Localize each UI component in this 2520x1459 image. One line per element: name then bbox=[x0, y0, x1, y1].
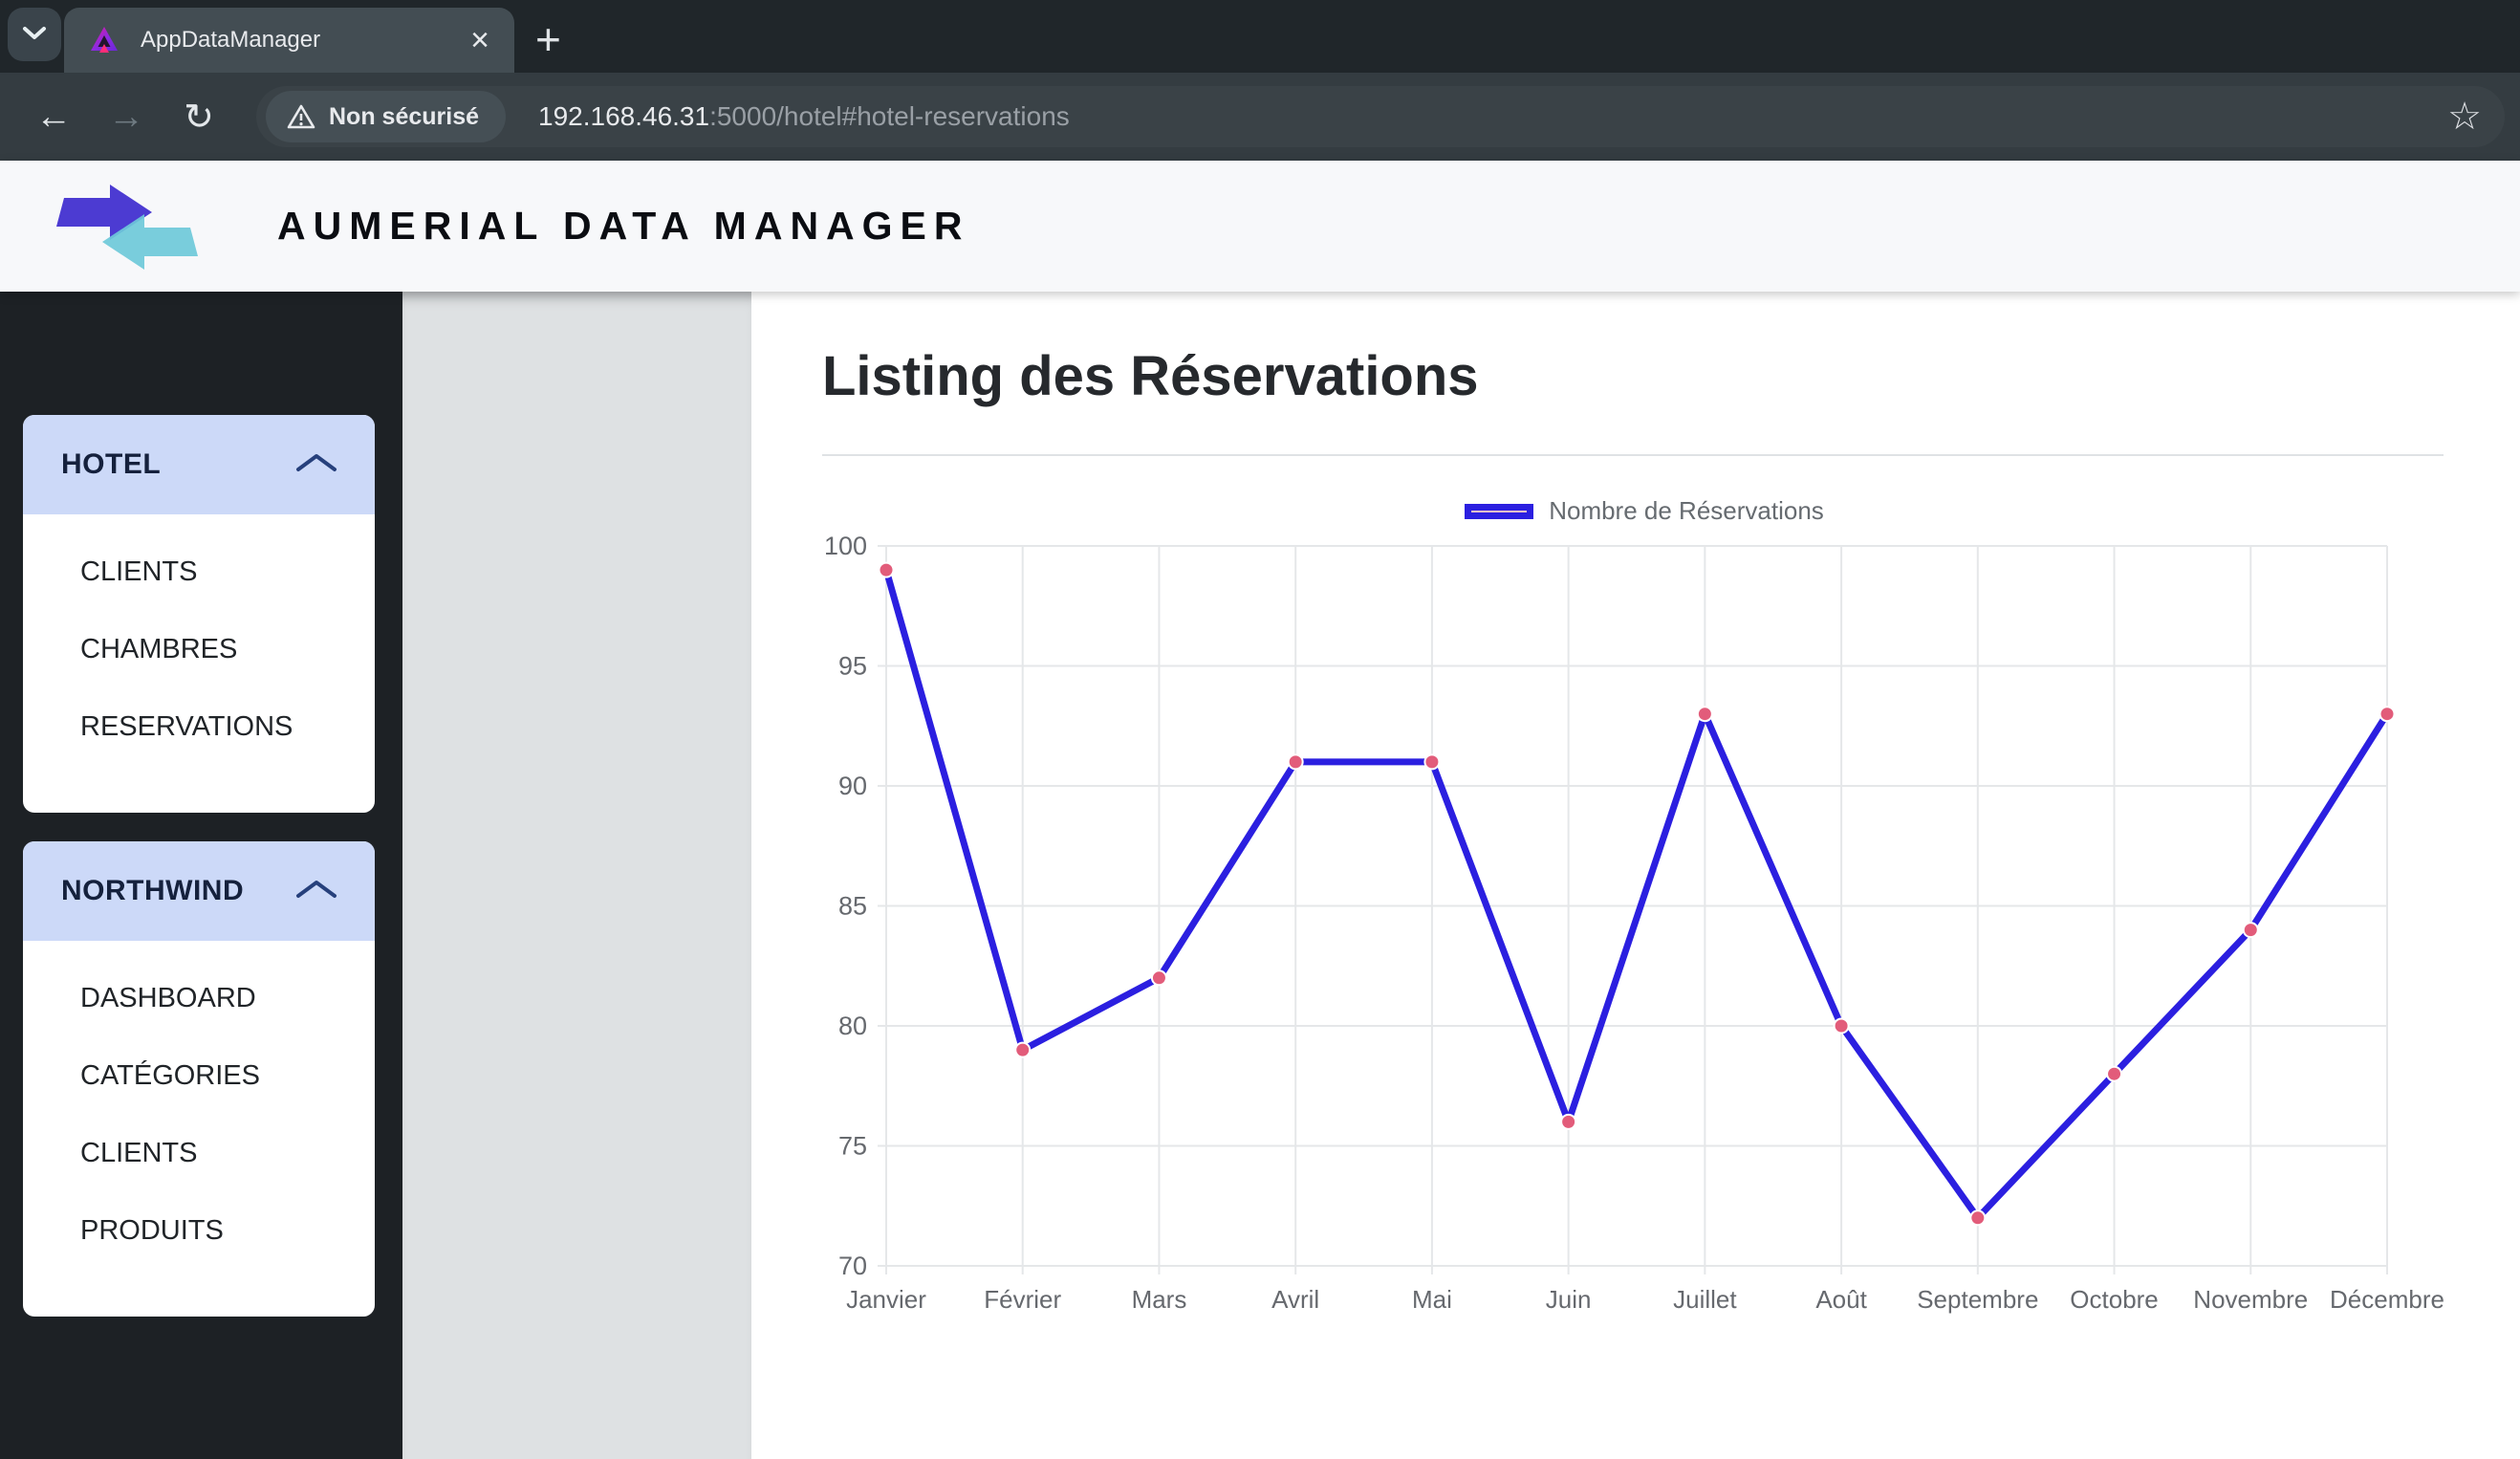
chart-legend[interactable]: Nombre de Réservations bbox=[803, 496, 2486, 526]
tab-close-icon[interactable]: × bbox=[470, 22, 489, 58]
data-point[interactable] bbox=[1833, 1017, 1850, 1034]
title-divider bbox=[822, 454, 2444, 456]
reservations-chart: 70 75 80 85 90 95 100 Janvier Février Mars Avril Ma… bbox=[824, 532, 2444, 1314]
x-tick-label: Décembre bbox=[2330, 1285, 2444, 1314]
new-tab-button[interactable]: + bbox=[535, 14, 561, 64]
x-tick-label: Mars bbox=[1132, 1285, 1187, 1314]
url-path: :5000/hotel#hotel-reservations bbox=[709, 101, 1070, 131]
reservations-line bbox=[882, 566, 2391, 1222]
x-tick-label: Septembre bbox=[1917, 1285, 2038, 1314]
data-point[interactable] bbox=[2242, 922, 2259, 939]
section-label: HOTEL bbox=[61, 448, 162, 480]
y-tick-label: 95 bbox=[838, 652, 867, 681]
chevron-up-icon bbox=[294, 879, 338, 904]
forward-button[interactable]: → bbox=[108, 96, 144, 137]
sidebar: HOTEL CLIENTS CHAMBRES RESERVATIONS NORTHW… bbox=[0, 292, 402, 1459]
url-text: 192.168.46.31:5000/hotel#hotel-reservati… bbox=[538, 101, 1070, 132]
y-tick-label: 90 bbox=[838, 772, 867, 800]
sidebar-section-hotel-items: CLIENTS CHAMBRES RESERVATIONS bbox=[23, 514, 375, 813]
x-tick-label: Juin bbox=[1546, 1285, 1592, 1314]
sidebar-item-produits[interactable]: PRODUITS bbox=[80, 1215, 224, 1246]
y-tick-label: 80 bbox=[838, 1012, 867, 1040]
sidebar-item-chambres[interactable]: CHAMBRES bbox=[80, 634, 238, 664]
data-point[interactable] bbox=[2379, 706, 2396, 723]
legend-label: Nombre de Réservations bbox=[1549, 496, 1824, 525]
sidebar-section-northwind: NORTHWIND DASHBOARD CATÉGORIES CLIENTS PROD… bbox=[23, 841, 375, 1317]
x-tick-label: Mai bbox=[1412, 1285, 1452, 1314]
x-tick-label: Avril bbox=[1271, 1285, 1319, 1314]
app-header: AUMERIAL DATA MANAGER bbox=[0, 161, 2520, 292]
sidebar-section-hotel: HOTEL CLIENTS CHAMBRES RESERVATIONS bbox=[23, 415, 375, 813]
tab-title: AppDataManager bbox=[141, 27, 321, 53]
data-point[interactable] bbox=[1287, 753, 1304, 771]
sidebar-item-dashboard[interactable]: DASHBOARD bbox=[80, 983, 256, 1013]
sidebar-item-clients[interactable]: CLIENTS bbox=[80, 1138, 198, 1168]
page-title: Listing des Réservations bbox=[822, 345, 1479, 407]
sidebar-section-hotel-header[interactable]: HOTEL bbox=[23, 415, 375, 514]
page-body: HOTEL CLIENTS CHAMBRES RESERVATIONS NORTHW… bbox=[0, 292, 2520, 1459]
data-point[interactable] bbox=[1560, 1113, 1577, 1130]
sidebar-item-cat-gories[interactable]: CATÉGORIES bbox=[80, 1060, 260, 1091]
data-point[interactable] bbox=[878, 561, 895, 578]
app-favicon-icon bbox=[89, 25, 119, 55]
x-tick-label: Octobre bbox=[2070, 1285, 2159, 1314]
browser-tab[interactable]: AppDataManager × bbox=[64, 8, 514, 73]
x-tick-label: Février bbox=[984, 1285, 1061, 1314]
warning-triangle-icon bbox=[287, 104, 315, 129]
chevron-down-icon bbox=[21, 24, 48, 46]
data-point[interactable] bbox=[1014, 1041, 1032, 1058]
app-title: AUMERIAL DATA MANAGER bbox=[277, 204, 970, 248]
tab-strip: AppDataManager × + bbox=[0, 0, 2520, 73]
security-badge-label: Non sécurisé bbox=[329, 102, 480, 130]
legend-swatch bbox=[1465, 503, 1534, 519]
sidebar-section-northwind-items: DASHBOARD CATÉGORIES CLIENTS PRODUITS bbox=[23, 941, 375, 1317]
chevron-up-icon bbox=[294, 452, 338, 478]
browser-toolbar: ← → ↻ Non sécurisé 192.168.46.31:5000/ho… bbox=[0, 73, 2520, 161]
back-button[interactable]: ← bbox=[35, 96, 72, 137]
y-tick-label: 70 bbox=[838, 1252, 867, 1280]
sidebar-section-northwind-header[interactable]: NORTHWIND bbox=[23, 841, 375, 941]
app-logo-icon bbox=[53, 172, 206, 287]
y-tick-label: 85 bbox=[838, 892, 867, 921]
content-gutter bbox=[402, 292, 751, 1459]
data-point[interactable] bbox=[1696, 706, 1713, 723]
x-tick-label: Juillet bbox=[1673, 1285, 1737, 1314]
data-point[interactable] bbox=[1423, 753, 1441, 771]
bookmark-star-icon[interactable]: ☆ bbox=[2447, 96, 2482, 138]
tab-search-button[interactable] bbox=[8, 8, 61, 61]
y-tick-label: 100 bbox=[824, 532, 867, 560]
address-bar[interactable]: Non sécurisé 192.168.46.31:5000/hotel#ho… bbox=[256, 86, 2505, 147]
url-host: 192.168.46.31 bbox=[538, 101, 710, 131]
x-tick-label: Janvier bbox=[846, 1285, 926, 1314]
section-label: NORTHWIND bbox=[61, 875, 245, 906]
security-badge[interactable]: Non sécurisé bbox=[266, 91, 507, 142]
sidebar-item-reservations[interactable]: RESERVATIONS bbox=[80, 711, 293, 742]
reservations-chart-container: Nombre de Réservations 70 75 80 85 90 95 100 Ja… bbox=[803, 496, 2486, 1325]
data-point[interactable] bbox=[1150, 969, 1167, 987]
x-tick-label: Novembre bbox=[2193, 1285, 2308, 1314]
x-tick-label: Août bbox=[1815, 1285, 1867, 1314]
reload-button[interactable]: ↻ bbox=[184, 97, 214, 138]
y-tick-label: 75 bbox=[838, 1132, 867, 1161]
sidebar-item-clients[interactable]: CLIENTS bbox=[80, 556, 198, 587]
main-content: Listing des Réservations Nombre de Réser… bbox=[751, 292, 2520, 1459]
data-point[interactable] bbox=[2106, 1065, 2123, 1082]
data-point[interactable] bbox=[1969, 1209, 1987, 1227]
